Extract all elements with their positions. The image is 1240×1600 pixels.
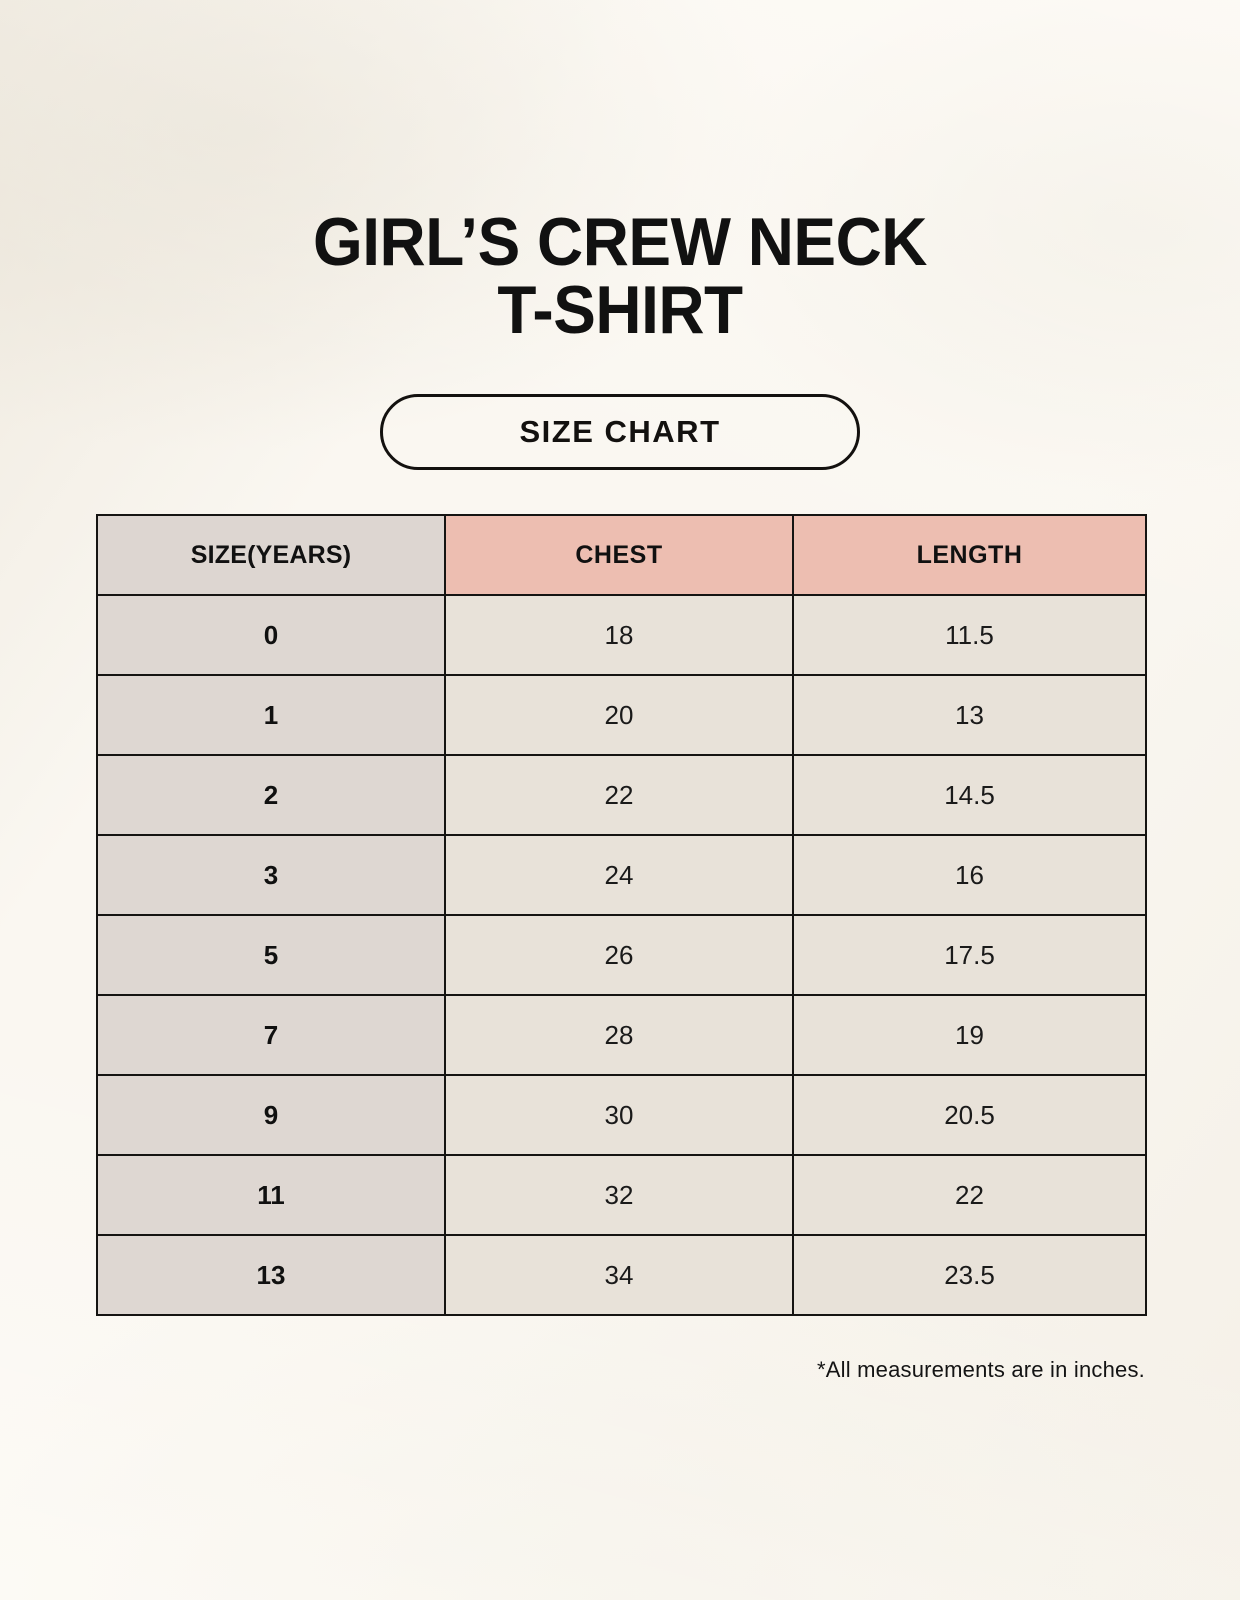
cell-size: 3 (96, 834, 446, 916)
cell-chest: 30 (444, 1074, 794, 1156)
table-row: 1 20 13 (96, 674, 1147, 756)
size-table-body: 0 18 11.5 1 20 13 2 22 14.5 3 24 16 (96, 594, 1147, 1316)
cell-size: 2 (96, 754, 446, 836)
size-table-wrap: SIZE(YEARS) CHEST LENGTH 0 18 11.5 1 20 … (96, 514, 1147, 1316)
table-row: 9 30 20.5 (96, 1074, 1147, 1156)
cell-length: 16 (792, 834, 1147, 916)
cell-chest: 24 (444, 834, 794, 916)
cell-chest: 22 (444, 754, 794, 836)
table-row: 3 24 16 (96, 834, 1147, 916)
cell-length: 22 (792, 1154, 1147, 1236)
cell-chest: 20 (444, 674, 794, 756)
table-row: 2 22 14.5 (96, 754, 1147, 836)
cell-length: 13 (792, 674, 1147, 756)
table-row: 7 28 19 (96, 994, 1147, 1076)
cell-chest: 18 (444, 594, 794, 676)
cell-length: 23.5 (792, 1234, 1147, 1316)
cell-chest: 26 (444, 914, 794, 996)
column-header-length: LENGTH (792, 514, 1147, 596)
cell-length: 14.5 (792, 754, 1147, 836)
measurement-footnote: *All measurements are in inches. (817, 1357, 1145, 1382)
cell-size: 13 (96, 1234, 446, 1316)
table-row: 5 26 17.5 (96, 914, 1147, 996)
cell-chest: 32 (444, 1154, 794, 1236)
cell-length: 17.5 (792, 914, 1147, 996)
cell-size: 11 (96, 1154, 446, 1236)
page-title: GIRL’S CREW NECK T-SHIRT (313, 204, 927, 348)
cell-length: 20.5 (792, 1074, 1147, 1156)
cell-size: 7 (96, 994, 446, 1076)
cell-size: 0 (96, 594, 446, 676)
cell-size: 1 (96, 674, 446, 756)
cell-length: 19 (792, 994, 1147, 1076)
table-row: 11 32 22 (96, 1154, 1147, 1236)
cell-size: 5 (96, 914, 446, 996)
cell-chest: 34 (444, 1234, 794, 1316)
size-table: SIZE(YEARS) CHEST LENGTH 0 18 11.5 1 20 … (96, 514, 1147, 1316)
table-row: 13 34 23.5 (96, 1234, 1147, 1316)
cell-size: 9 (96, 1074, 446, 1156)
column-header-chest: CHEST (444, 514, 794, 596)
size-chart-badge: SIZE CHART (380, 394, 860, 470)
cell-length: 11.5 (792, 594, 1147, 676)
column-header-size: SIZE(YEARS) (96, 514, 446, 596)
cell-chest: 28 (444, 994, 794, 1076)
title-block: GIRL’S CREW NECK T-SHIRT (0, 208, 1240, 344)
size-table-head: SIZE(YEARS) CHEST LENGTH (96, 514, 1147, 596)
table-row: 0 18 11.5 (96, 594, 1147, 676)
size-chart-badge-label: SIZE CHART (519, 414, 721, 449)
table-header-row: SIZE(YEARS) CHEST LENGTH (96, 514, 1147, 596)
size-chart-badge-wrap: SIZE CHART (0, 394, 1240, 470)
